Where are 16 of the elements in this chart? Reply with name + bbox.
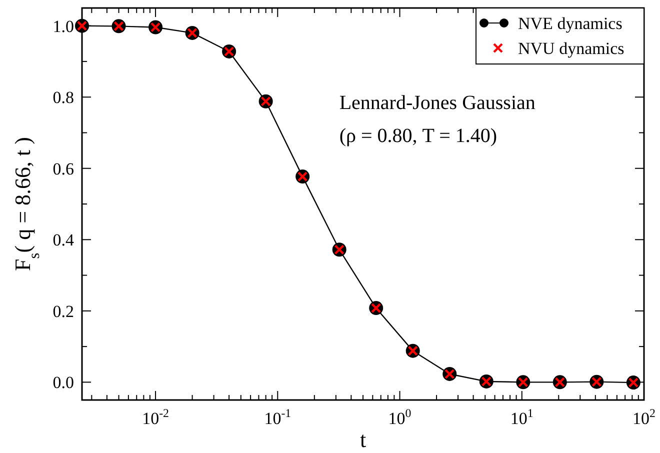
x-tick-label: 10$^{1}$ [510,406,534,428]
y-tick-label: 0.0 [52,373,74,392]
x-tick-label: 10$^{2}$ [632,406,656,428]
x-tick-label: 10$^{-2}$ [142,406,170,428]
y-tick-label: 0.2 [52,302,74,321]
y-tick-label: 0.4 [52,230,74,250]
x-tick-label: 10$^{-1}$ [264,406,292,428]
x-axis-title: t [360,427,366,452]
y-tick-label: 0.8 [52,88,74,108]
y-tick-label: 1.0 [52,16,74,36]
annotation: Lennard-Jones Gaussian [339,92,536,114]
legend-label: NVU dynamics [518,39,624,58]
x-tick-label: 10$^{0}$ [388,406,412,428]
y-tick-label: 0.6 [52,159,74,178]
annotation: (ρ = 0.80, T = 1.40) [339,125,498,148]
legend-label: NVE dynamics [518,14,622,33]
